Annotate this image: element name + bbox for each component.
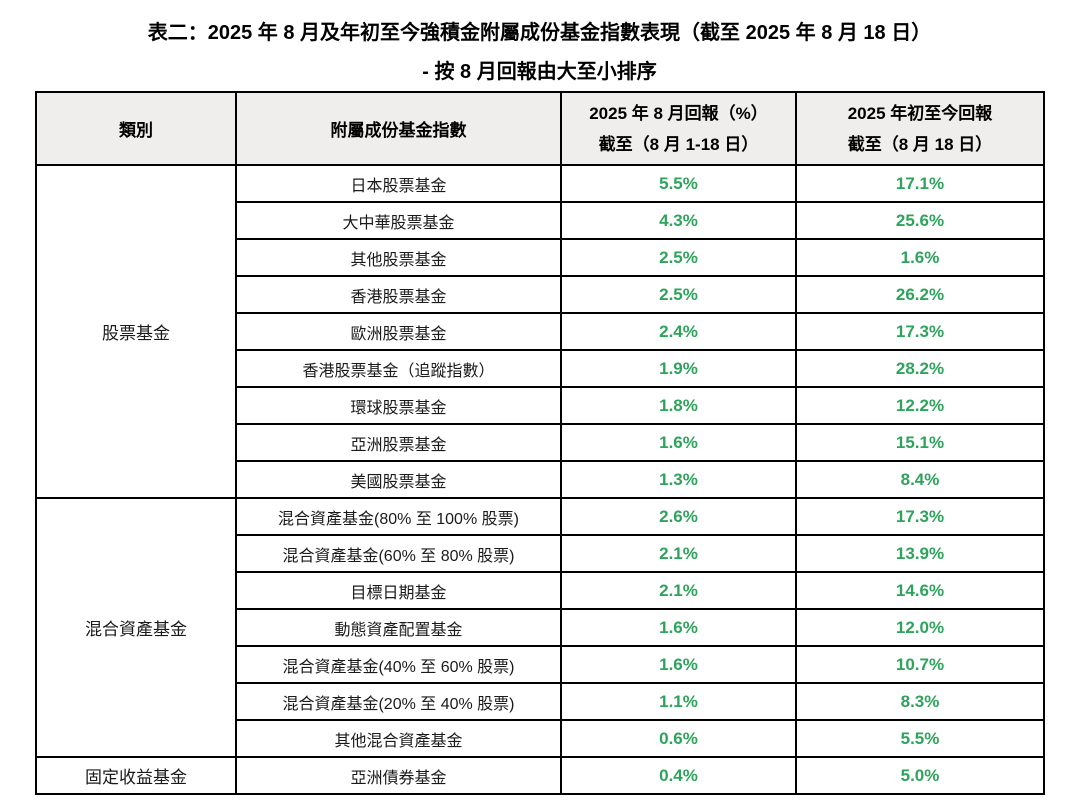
title-line-1: 表二：2025 年 8 月及年初至今強積金附屬成份基金指數表現（截至 2025 …: [147, 22, 932, 44]
fund-name-cell: 其他混合資產基金: [235, 719, 562, 758]
fund-name-cell: 日本股票基金: [235, 164, 562, 203]
fund-name-cell: 環球股票基金: [235, 386, 562, 425]
aug-return-cell: 1.9%: [560, 349, 797, 388]
fund-name-cell: 大中華股票基金: [235, 201, 562, 240]
table-row: 歐洲股票基金 2.4% 17.3%: [36, 312, 1045, 351]
aug-return-cell: 2.1%: [560, 534, 797, 573]
fund-name-cell: 香港股票基金: [235, 275, 562, 314]
aug-return-cell: 5.5%: [560, 164, 797, 203]
fund-name-cell: 動態資產配置基金: [235, 608, 562, 647]
header-aug-return: 2025 年 8 月回報（%） 截至（8 月 1-18 日）: [560, 91, 797, 166]
ytd-return-cell: 10.7%: [795, 645, 1045, 684]
table-row: 固定收益基金 亞洲債券基金 0.4% 5.0%: [35, 756, 1045, 795]
table-row: 大中華股票基金 4.3% 25.6%: [36, 201, 1045, 240]
ytd-return-cell: 17.3%: [795, 312, 1045, 351]
table-row: 混合資產基金 混合資產基金(80% 至 100% 股票) 2.6% 17.3%: [35, 497, 1045, 758]
table-row: 目標日期基金 2.1% 14.6%: [36, 571, 1045, 610]
ytd-return-cell: 12.2%: [795, 386, 1045, 425]
fund-name-cell: 混合資產基金(80% 至 100% 股票): [235, 497, 562, 536]
fund-name-cell: 美國股票基金: [235, 460, 562, 499]
aug-return-cell: 2.1%: [560, 571, 797, 610]
fund-name-cell: 香港股票基金（追蹤指數）: [235, 349, 562, 388]
table-row: 美國股票基金 1.3% 8.4%: [36, 460, 1045, 499]
ytd-return-cell: 14.6%: [795, 571, 1045, 610]
aug-return-cell: 2.6%: [560, 497, 797, 536]
table-row: 其他股票基金 2.5% 1.6%: [36, 238, 1045, 277]
ytd-return-cell: 15.1%: [795, 423, 1045, 462]
table-row: 香港股票基金 2.5% 26.2%: [36, 275, 1045, 314]
header-ytd-return: 2025 年初至今回報 截至（8 月 18 日）: [795, 91, 1045, 166]
aug-return-cell: 1.6%: [560, 423, 797, 462]
header-row: 類別 附屬成份基金指數 2025 年 8 月回報（%） 截至（8 月 1-18 …: [35, 91, 1045, 166]
aug-return-cell: 0.6%: [560, 719, 797, 758]
ytd-return-cell: 1.6%: [795, 238, 1045, 277]
aug-return-cell: 1.6%: [560, 608, 797, 647]
header-ytd-return-line2: 截至（8 月 18 日）: [847, 134, 993, 154]
aug-return-cell: 1.6%: [560, 645, 797, 684]
ytd-return-cell: 17.1%: [795, 164, 1045, 203]
fund-name-cell: 亞洲債券基金: [235, 756, 562, 795]
ytd-return-cell: 25.6%: [795, 201, 1045, 240]
aug-return-cell: 1.8%: [560, 386, 797, 425]
aug-return-cell: 4.3%: [560, 201, 797, 240]
table-row: 混合資產基金(60% 至 80% 股票) 2.1% 13.9%: [36, 534, 1045, 573]
header-ytd-return-line1: 2025 年初至今回報: [847, 103, 993, 123]
table-row: 環球股票基金 1.8% 12.2%: [36, 386, 1045, 425]
fund-name-cell: 其他股票基金: [235, 238, 562, 277]
aug-return-cell: 1.3%: [560, 460, 797, 499]
table-row: 香港股票基金（追蹤指數） 1.9% 28.2%: [36, 349, 1045, 388]
ytd-return-cell: 5.5%: [795, 719, 1045, 758]
ytd-return-cell: 26.2%: [795, 275, 1045, 314]
category-cell: 混合資產基金: [35, 497, 237, 758]
fund-performance-table: 類別 附屬成份基金指數 2025 年 8 月回報（%） 截至（8 月 1-18 …: [35, 91, 1045, 795]
table-row: 混合資產基金(20% 至 40% 股票) 1.1% 8.3%: [36, 682, 1045, 721]
ytd-return-cell: 12.0%: [795, 608, 1045, 647]
fund-name-cell: 目標日期基金: [235, 571, 562, 610]
aug-return-cell: 2.5%: [560, 238, 797, 277]
table-row: 亞洲股票基金 1.6% 15.1%: [36, 423, 1045, 462]
ytd-return-cell: 5.0%: [795, 756, 1045, 795]
ytd-return-cell: 8.3%: [795, 682, 1045, 721]
table-row: 股票基金 日本股票基金 5.5% 17.1%: [35, 164, 1045, 499]
title-line-2: - 按 8 月回報由大至小排序: [422, 61, 657, 83]
fund-name-cell: 亞洲股票基金: [235, 423, 562, 462]
aug-return-cell: 0.4%: [560, 756, 797, 795]
fund-name-cell: 歐洲股票基金: [235, 312, 562, 351]
aug-return-cell: 2.5%: [560, 275, 797, 314]
table-title: 表二：2025 年 8 月及年初至今強積金附屬成份基金指數表現（截至 2025 …: [0, 0, 1079, 85]
fund-name-cell: 混合資產基金(40% 至 60% 股票): [235, 645, 562, 684]
table-row: 混合資產基金(40% 至 60% 股票) 1.6% 10.7%: [36, 645, 1045, 684]
ytd-return-cell: 13.9%: [795, 534, 1045, 573]
header-fund-index: 附屬成份基金指數: [235, 91, 562, 166]
ytd-return-cell: 17.3%: [795, 497, 1045, 536]
table-body: 股票基金 日本股票基金 5.5% 17.1% 大中華股票基金 4.3% 25.6% 其他股票基…: [35, 164, 1045, 795]
header-category: 類別: [35, 91, 237, 166]
aug-return-cell: 2.4%: [560, 312, 797, 351]
header-aug-return-line1: 2025 年 8 月回報（%）: [589, 103, 768, 123]
category-cell: 固定收益基金: [35, 756, 237, 795]
fund-name-cell: 混合資產基金(20% 至 40% 股票): [235, 682, 562, 721]
fund-name-cell: 混合資產基金(60% 至 80% 股票): [235, 534, 562, 573]
ytd-return-cell: 8.4%: [795, 460, 1045, 499]
aug-return-cell: 1.1%: [560, 682, 797, 721]
header-aug-return-line2: 截至（8 月 1-18 日）: [598, 134, 759, 154]
table-row: 其他混合資產基金 0.6% 5.5%: [36, 719, 1045, 758]
category-cell: 股票基金: [35, 164, 237, 499]
table-row: 動態資產配置基金 1.6% 12.0%: [36, 608, 1045, 647]
ytd-return-cell: 28.2%: [795, 349, 1045, 388]
